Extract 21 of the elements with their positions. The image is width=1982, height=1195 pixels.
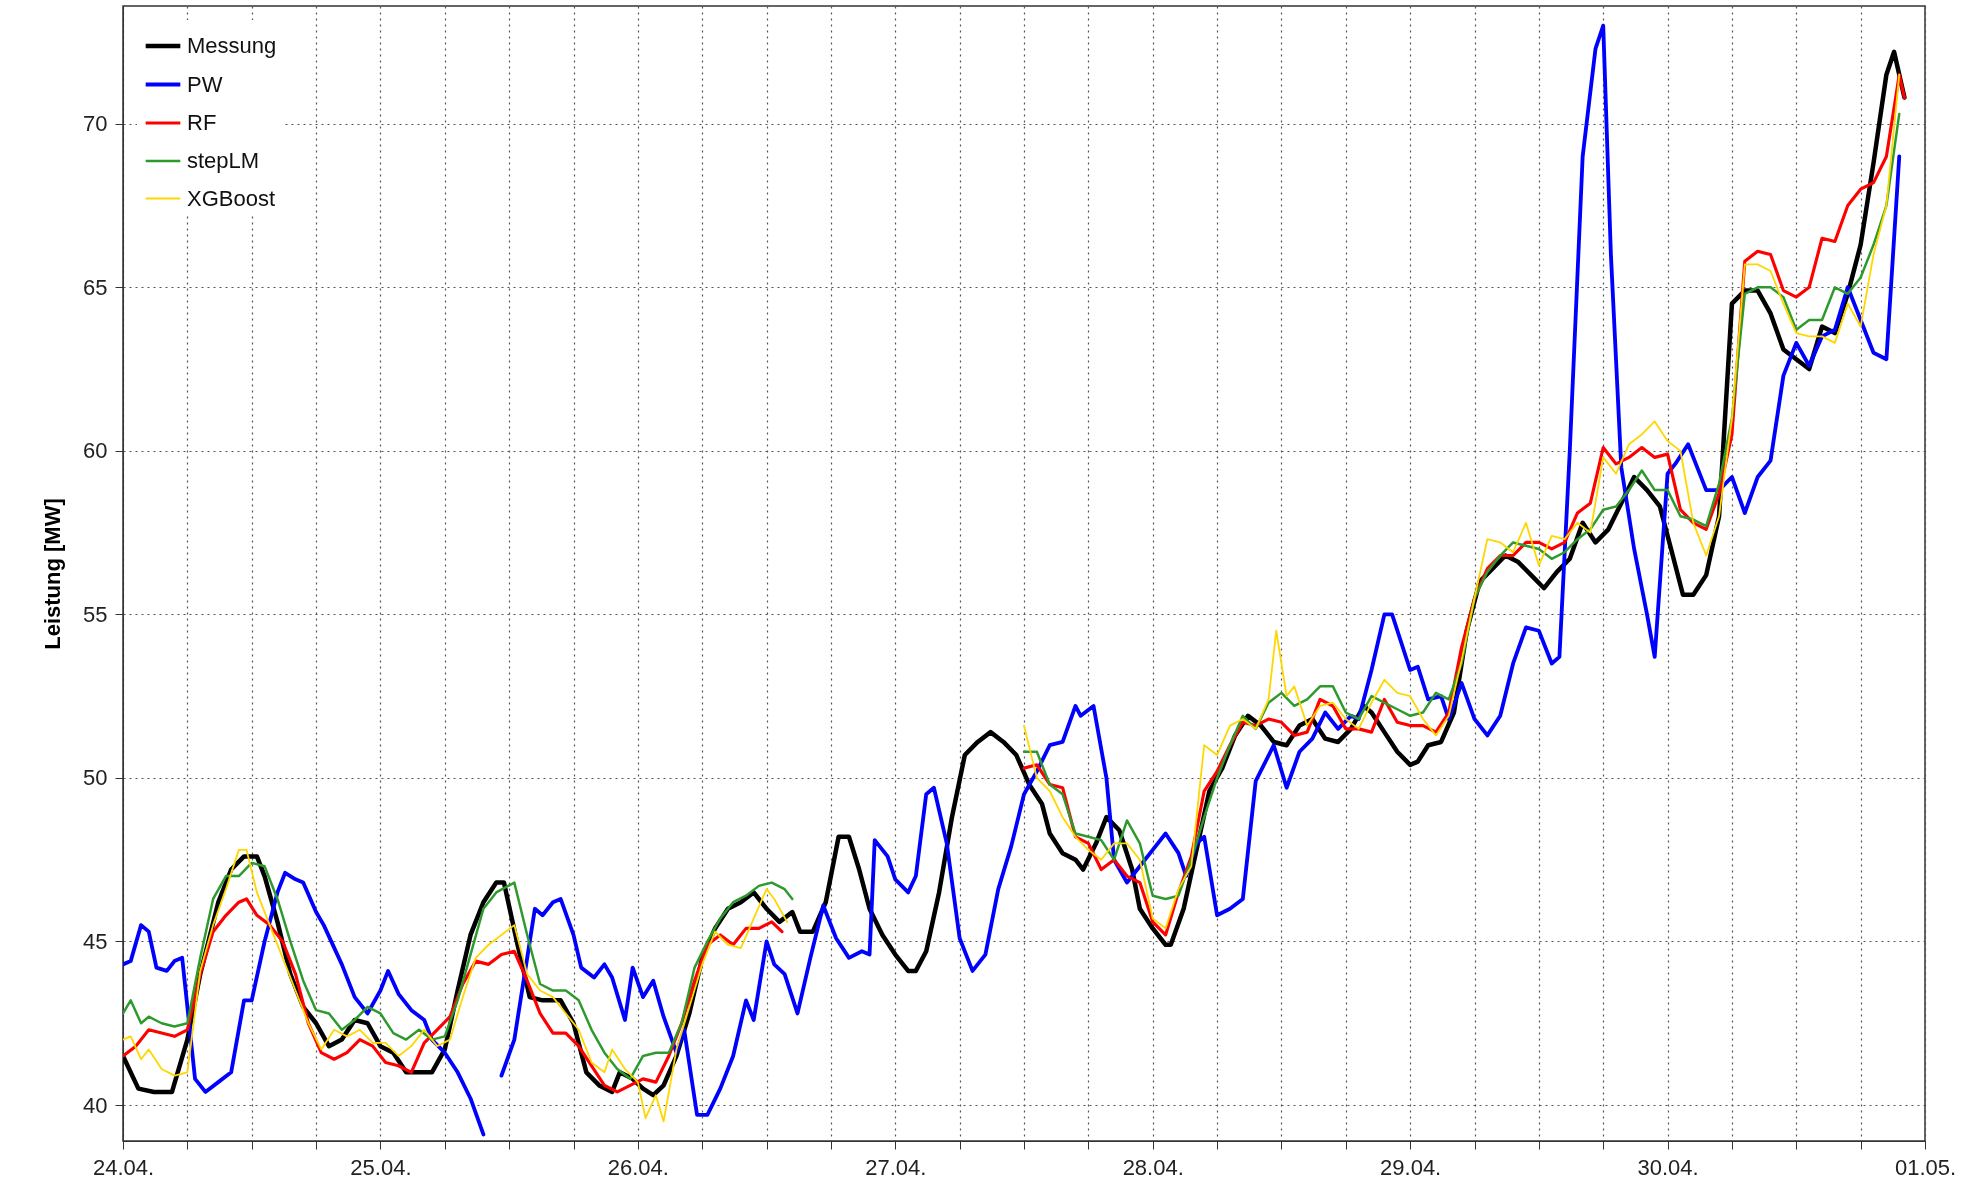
x-tick-label: 26.04.: [607, 1154, 669, 1180]
y-tick-label: 55: [83, 601, 108, 627]
x-tick-label: 01.05.: [1894, 1154, 1957, 1180]
legend-label: RF: [187, 110, 217, 135]
x-tick-label: 24.04.: [92, 1154, 155, 1180]
y-axis-title: Leistung [MW]: [40, 498, 66, 650]
x-tick-label: 29.04.: [1380, 1154, 1442, 1180]
legend-label: Messung: [187, 33, 277, 58]
x-tick-label: 25.04.: [350, 1154, 412, 1180]
y-tick-label: 40: [83, 1092, 108, 1118]
y-tick-label: 50: [83, 765, 108, 791]
legend-label: XGBoost: [187, 185, 276, 211]
y-tick-label: 45: [83, 928, 108, 954]
y-tick-label: 60: [83, 438, 108, 464]
legend-label: stepLM: [187, 148, 260, 173]
y-tick-label: 65: [83, 274, 108, 300]
x-tick-label: 27.04.: [865, 1154, 927, 1180]
y-tick-label: 70: [83, 111, 108, 137]
x-tick-label: 28.04.: [1122, 1154, 1184, 1180]
x-tick-label: 30.04.: [1637, 1154, 1699, 1180]
legend-label: PW: [187, 71, 223, 97]
